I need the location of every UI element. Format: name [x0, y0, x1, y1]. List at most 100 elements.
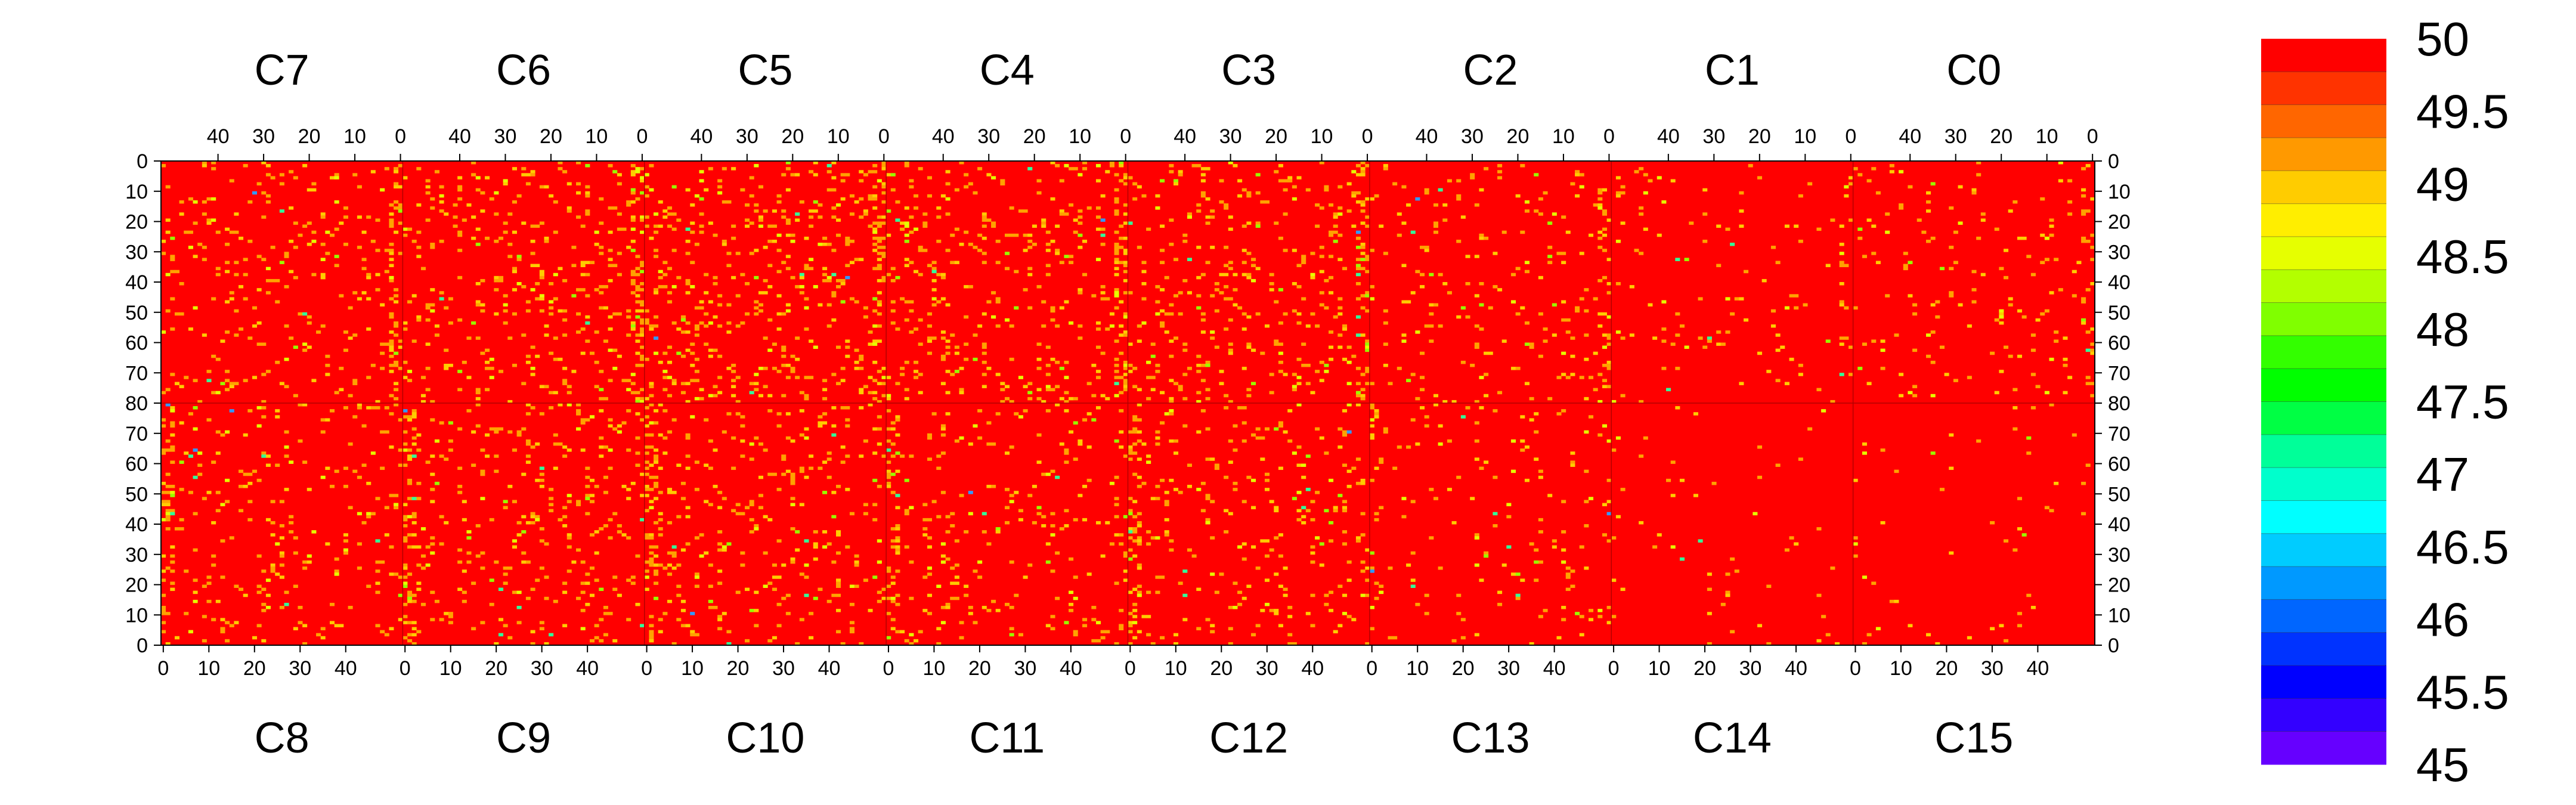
colorbar-band: [2261, 698, 2386, 732]
heatmap-cell: [1606, 315, 1612, 319]
heatmap-cell: [1333, 239, 1338, 243]
heatmap-cell: [1137, 539, 1142, 543]
heatmap-cell: [571, 294, 577, 298]
heatmap-cell: [475, 303, 481, 306]
heatmap-cell: [188, 454, 193, 458]
heatmap-cell: [776, 624, 782, 627]
heatmap-cell: [1241, 367, 1247, 370]
heatmap-cell: [1069, 321, 1074, 325]
heatmap-cell: [1538, 518, 1543, 522]
heatmap-cell: [931, 303, 937, 306]
heatmap-cell: [549, 194, 554, 198]
heatmap-cell: [868, 403, 873, 407]
heatmap-cell: [685, 466, 691, 470]
heatmap-cell: [2008, 303, 2013, 306]
heatmap-cell: [909, 633, 914, 637]
bottom-x-tick-label: 0: [1608, 657, 1620, 680]
heatmap-cell: [174, 382, 179, 385]
heatmap-cell: [589, 593, 595, 597]
heatmap-cell: [662, 215, 668, 219]
heatmap-cell: [863, 578, 868, 582]
heatmap-cell: [922, 527, 928, 531]
heatmap-cell: [991, 315, 996, 319]
heatmap-cell: [1342, 542, 1348, 546]
heatmap-cell: [758, 218, 764, 222]
heatmap-cell: [1123, 278, 1128, 283]
heatmap-cell: [644, 509, 649, 513]
heatmap-cell: [1004, 488, 1010, 491]
heatmap-cell: [1999, 315, 2004, 319]
heatmap-cell: [398, 206, 403, 210]
heatmap-cell: [849, 630, 854, 634]
heatmap-cell: [704, 291, 709, 295]
heatmap-cell: [644, 173, 649, 177]
heatmap-cell: [439, 194, 444, 198]
heatmap-cell: [462, 599, 467, 603]
heatmap-cell: [302, 560, 308, 564]
heatmap-cell: [776, 412, 782, 416]
heatmap-cell: [690, 221, 695, 225]
heatmap-cell: [813, 173, 818, 177]
heatmap-cell: [640, 288, 645, 292]
heatmap-cell: [940, 491, 946, 494]
heatmap-cell: [1930, 236, 1936, 240]
heatmap-cell: [261, 258, 267, 261]
heatmap-cell: [179, 421, 184, 425]
heatmap-cell: [2054, 481, 2059, 485]
heatmap-cell: [1369, 424, 1374, 428]
heatmap-cell: [654, 545, 659, 549]
heatmap-cell: [1274, 170, 1279, 174]
heatmap-cell: [776, 424, 782, 428]
heatmap-cell: [781, 348, 787, 352]
heatmap-cell: [1484, 236, 1489, 240]
heatmap-cell: [1880, 348, 1885, 352]
heatmap-cell: [521, 472, 527, 476]
heatmap-cell: [1132, 636, 1138, 640]
heatmap-cell: [822, 460, 828, 464]
heatmap-cell: [1857, 173, 1863, 177]
heatmap-cell: [530, 224, 535, 228]
heatmap-cell: [640, 357, 645, 361]
heatmap-cell: [945, 339, 950, 343]
heatmap-cell: [1315, 427, 1320, 431]
heatmap-cell: [580, 590, 586, 595]
heatmap-cell: [640, 167, 645, 171]
heatmap-cell: [444, 521, 449, 525]
heatmap-cell: [872, 575, 878, 579]
heatmap-cell: [717, 324, 723, 328]
heatmap-cell: [1255, 427, 1261, 431]
heatmap-cell: [968, 442, 973, 446]
heatmap-cell: [717, 627, 723, 631]
heatmap-cell: [220, 630, 225, 634]
heatmap-cell: [1570, 354, 1575, 358]
heatmap-cell: [1355, 191, 1361, 195]
heatmap-cell: [306, 315, 312, 319]
heatmap-cell: [1260, 457, 1265, 461]
heatmap-cell: [1036, 357, 1042, 361]
heatmap-cell: [2072, 294, 2077, 298]
heatmap-cell: [895, 548, 900, 552]
heatmap-cell: [1219, 370, 1224, 373]
heatmap-cell: [763, 246, 768, 249]
heatmap-cell: [1342, 430, 1348, 434]
heatmap-cell: [936, 215, 942, 219]
heatmap-cell: [918, 273, 923, 277]
heatmap-cell: [1169, 412, 1174, 416]
heatmap-cell: [348, 506, 353, 510]
heatmap-cell: [197, 400, 203, 404]
heatmap-cell: [430, 197, 435, 201]
heatmap-cell: [754, 609, 759, 612]
heatmap-cell: [2049, 218, 2054, 222]
heatmap-cell: [799, 503, 804, 506]
colorbar-band: [2261, 533, 2386, 567]
heatmap-cell: [1926, 209, 1931, 213]
heatmap-cell: [886, 596, 891, 600]
heatmap-cell: [225, 261, 230, 264]
heatmap-cell: [566, 494, 572, 497]
heatmap-cell: [1534, 430, 1539, 434]
heatmap-cell: [339, 388, 344, 392]
heatmap-cell: [1224, 264, 1229, 268]
heatmap-cell: [466, 536, 472, 540]
heatmap-cell: [352, 379, 358, 382]
heatmap-cell: [1310, 312, 1315, 316]
